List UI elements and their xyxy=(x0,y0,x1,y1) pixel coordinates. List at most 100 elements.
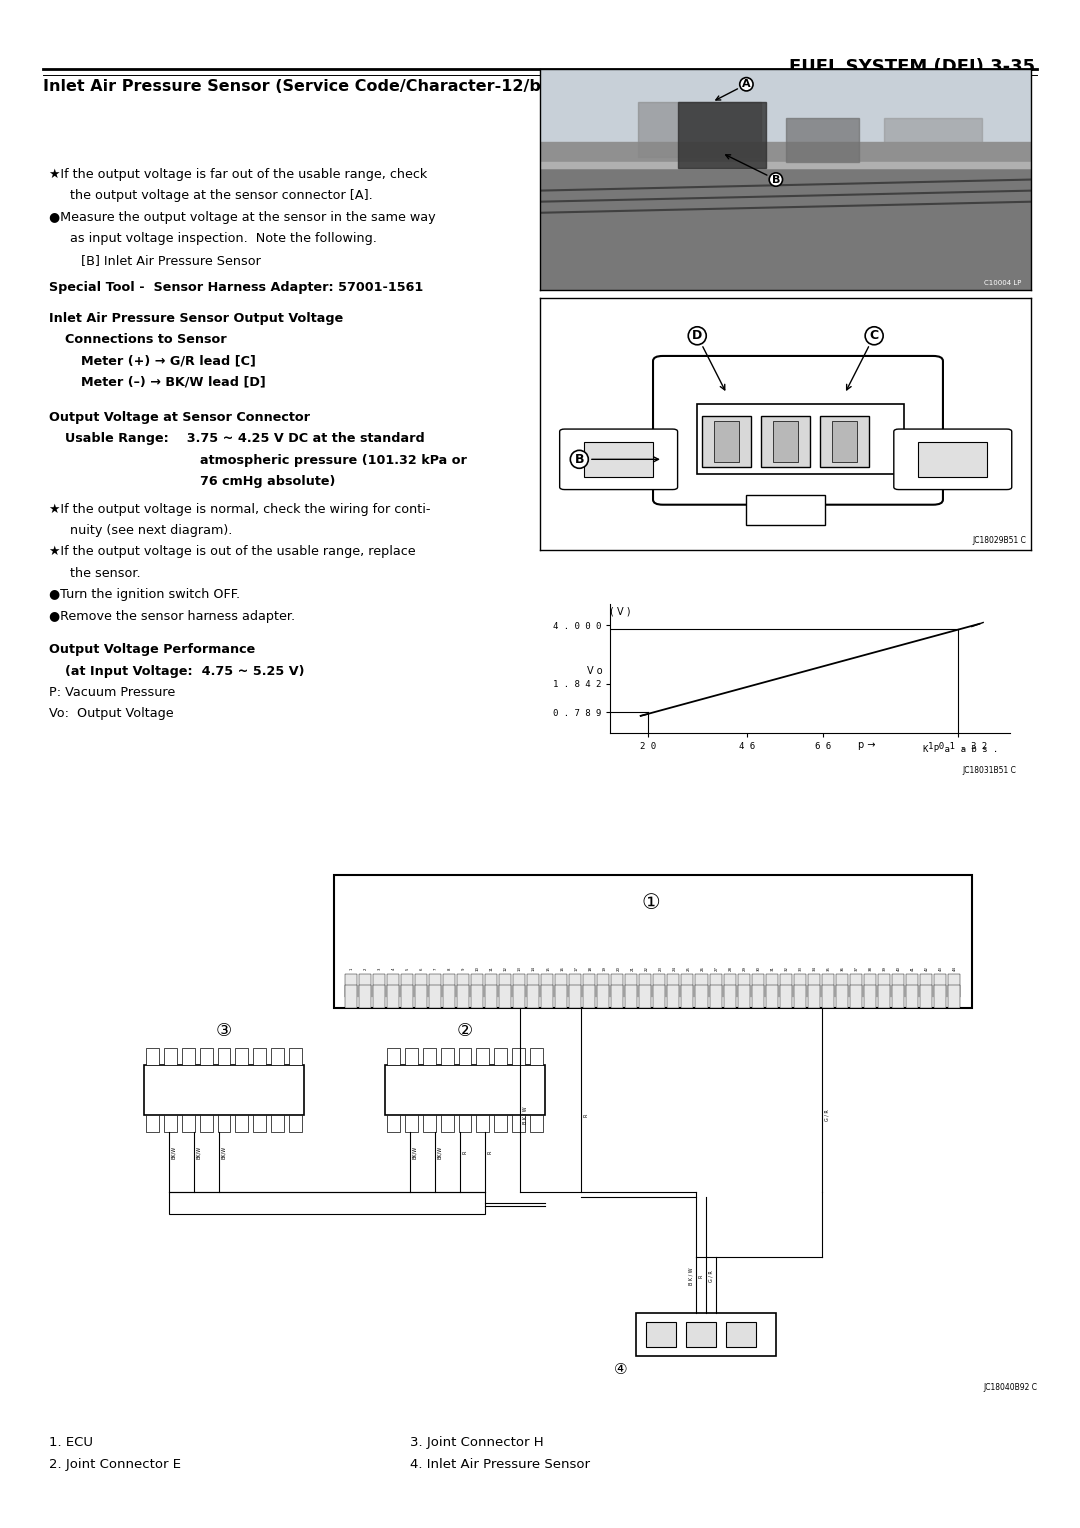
Bar xyxy=(289,1115,301,1132)
Bar xyxy=(752,986,764,1008)
Bar xyxy=(906,975,918,996)
Bar xyxy=(359,975,370,996)
Text: (at Input Voltage:  4.75 ~ 5.25 V): (at Input Voltage: 4.75 ~ 5.25 V) xyxy=(65,665,305,678)
Bar xyxy=(457,975,469,996)
Bar xyxy=(530,1048,543,1065)
Text: ②: ② xyxy=(457,1022,473,1039)
Bar xyxy=(808,986,820,1008)
Text: 2. Joint Connector E: 2. Joint Connector E xyxy=(49,1458,180,1471)
Text: 2: 2 xyxy=(364,967,367,970)
Text: Vo:  Output Voltage: Vo: Output Voltage xyxy=(49,707,173,721)
Text: Special Tool -  Sensor Harness Adapter: 57001-1561: Special Tool - Sensor Harness Adapter: 5… xyxy=(49,281,423,295)
Bar xyxy=(836,975,848,996)
Text: BK/W: BK/W xyxy=(172,1146,176,1158)
Bar xyxy=(415,986,427,1008)
Bar xyxy=(780,986,792,1008)
Bar xyxy=(583,986,595,1008)
Text: ●Remove the sensor harness adapter.: ●Remove the sensor harness adapter. xyxy=(49,610,295,623)
Bar xyxy=(918,442,987,477)
Text: 32: 32 xyxy=(785,966,788,970)
Text: 23: 23 xyxy=(659,966,662,970)
Text: 26: 26 xyxy=(701,966,704,970)
Bar xyxy=(457,986,469,1008)
Bar xyxy=(540,142,1031,168)
Text: 6: 6 xyxy=(420,967,423,970)
Text: R: R xyxy=(462,1151,468,1154)
Text: G / R: G / R xyxy=(824,1109,829,1122)
Bar xyxy=(681,986,693,1008)
Bar xyxy=(696,986,707,1008)
Bar xyxy=(540,162,1031,168)
Bar xyxy=(441,1115,454,1132)
Bar xyxy=(864,975,876,996)
Bar xyxy=(686,1322,716,1348)
Text: 43: 43 xyxy=(940,966,943,970)
Bar xyxy=(541,986,553,1008)
Bar xyxy=(597,986,609,1008)
Text: 4: 4 xyxy=(392,967,395,970)
Bar xyxy=(373,986,384,1008)
FancyBboxPatch shape xyxy=(653,356,943,504)
Bar xyxy=(345,975,356,996)
Bar xyxy=(388,1048,400,1065)
Text: 25: 25 xyxy=(687,966,690,970)
Text: 12: 12 xyxy=(504,966,508,970)
Bar xyxy=(597,975,609,996)
Bar xyxy=(636,1314,777,1355)
Bar xyxy=(499,975,511,996)
Text: 11: 11 xyxy=(490,966,494,970)
Bar xyxy=(724,975,735,996)
Text: 34: 34 xyxy=(813,966,816,970)
Text: 39: 39 xyxy=(883,966,887,970)
Bar xyxy=(611,975,623,996)
Bar xyxy=(373,975,384,996)
Text: 20: 20 xyxy=(617,966,620,970)
Text: 16: 16 xyxy=(561,966,564,970)
Text: JC18040B92 C: JC18040B92 C xyxy=(984,1383,1038,1392)
Text: p →: p → xyxy=(858,741,875,750)
Bar xyxy=(569,975,581,996)
Bar xyxy=(625,975,637,996)
Bar xyxy=(513,975,525,996)
Bar xyxy=(200,1048,213,1065)
Text: 21: 21 xyxy=(631,966,634,970)
Bar xyxy=(948,986,960,1008)
Text: Output Voltage at Sensor Connector: Output Voltage at Sensor Connector xyxy=(49,411,310,425)
Bar xyxy=(883,118,983,157)
Text: 29: 29 xyxy=(743,966,746,970)
Text: C10004 LP: C10004 LP xyxy=(984,280,1022,286)
Text: D: D xyxy=(692,329,725,390)
Text: Output Voltage Performance: Output Voltage Performance xyxy=(49,643,255,657)
Text: as input voltage inspection.  Note the following.: as input voltage inspection. Note the fo… xyxy=(70,232,377,246)
Bar xyxy=(794,986,806,1008)
Bar xyxy=(495,1115,508,1132)
Text: JC18031B51 C: JC18031B51 C xyxy=(962,766,1016,775)
Bar xyxy=(746,495,825,524)
Bar xyxy=(471,986,483,1008)
Bar xyxy=(667,986,679,1008)
Bar xyxy=(512,1048,525,1065)
Text: BK/W: BK/W xyxy=(221,1146,227,1158)
Bar xyxy=(217,1048,230,1065)
Bar xyxy=(459,1115,472,1132)
Bar xyxy=(401,975,413,996)
Text: 19: 19 xyxy=(603,966,606,970)
Text: 3: 3 xyxy=(378,967,381,970)
Bar xyxy=(555,986,567,1008)
Text: R: R xyxy=(583,1114,589,1117)
Bar xyxy=(738,986,750,1008)
Text: ★If the output voltage is normal, check the wiring for conti-: ★If the output voltage is normal, check … xyxy=(49,503,430,516)
Bar xyxy=(794,975,806,996)
Text: 30: 30 xyxy=(757,966,760,970)
Bar xyxy=(934,986,946,1008)
Bar xyxy=(217,1115,230,1132)
Bar xyxy=(724,986,735,1008)
Text: B K / W: B K / W xyxy=(689,1268,693,1285)
Text: B: B xyxy=(726,154,780,185)
Text: 36: 36 xyxy=(841,966,845,970)
Text: 9: 9 xyxy=(462,967,465,970)
Bar xyxy=(948,975,960,996)
Bar xyxy=(639,975,651,996)
Text: ●Turn the ignition switch OFF.: ●Turn the ignition switch OFF. xyxy=(49,588,240,602)
Text: A: A xyxy=(716,79,751,99)
